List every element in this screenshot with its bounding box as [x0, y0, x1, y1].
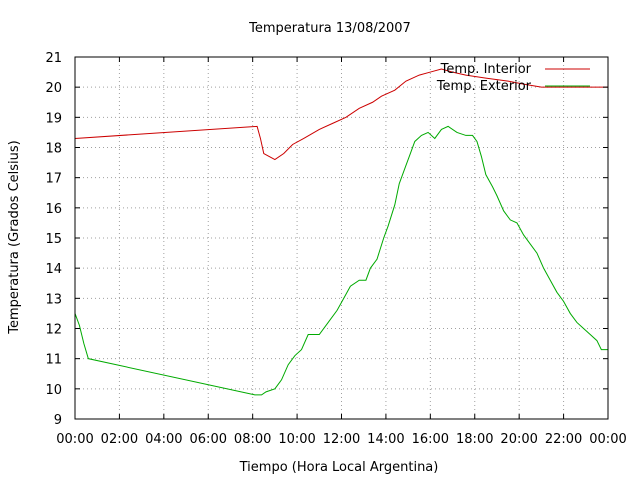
- x-tick-label: 14:00: [367, 432, 404, 447]
- x-tick-label: 18:00: [456, 432, 493, 447]
- legend-label: Temp. Exterior: [436, 79, 532, 94]
- chart-title: Temperatura 13/08/2007: [248, 21, 411, 36]
- y-tick-label: 9: [54, 413, 62, 428]
- axis-ticks: 00:00 02:00 04:00 06:00 08:00 10:00 12:00 14:00…: [45, 51, 626, 447]
- y-tick-label: 12: [45, 323, 62, 338]
- x-tick-label: 02:00: [101, 432, 138, 447]
- x-tick-label: 20:00: [500, 432, 537, 447]
- series-line-exterior: [74, 125, 608, 396]
- y-tick-label: 10: [45, 383, 62, 398]
- x-axis-label: Tiempo (Hora Local Argentina): [239, 460, 439, 475]
- y-tick-label: 15: [45, 232, 62, 247]
- y-tick-label: 20: [45, 81, 62, 96]
- y-tick-label: 19: [45, 111, 62, 126]
- series-layer: [74, 68, 608, 396]
- x-tick-label: 00:00: [56, 432, 93, 447]
- y-tick-label: 14: [45, 262, 62, 277]
- x-tick-label: 06:00: [190, 432, 227, 447]
- legend: Temp. Interior Temp. Exterior: [436, 62, 590, 94]
- legend-label: Temp. Interior: [440, 62, 532, 77]
- y-tick-label: 11: [45, 353, 62, 368]
- y-tick-label: 18: [45, 142, 62, 157]
- y-tick-label: 16: [45, 202, 62, 217]
- y-axis-label: Temperatura (Grados Celsius): [7, 140, 22, 334]
- x-tick-label: 10:00: [278, 432, 315, 447]
- x-tick-label: 12:00: [323, 432, 360, 447]
- x-tick-label: 00:00: [589, 432, 626, 447]
- y-tick-label: 13: [45, 292, 62, 307]
- x-tick-label: 16:00: [412, 432, 449, 447]
- y-tick-label: 21: [45, 51, 62, 66]
- grid: [74, 56, 609, 420]
- y-tick-label: 17: [45, 172, 62, 187]
- x-tick-label: 04:00: [145, 432, 182, 447]
- x-tick-label: 08:00: [234, 432, 271, 447]
- x-tick-label: 22:00: [545, 432, 582, 447]
- series-line-interior: [74, 68, 608, 161]
